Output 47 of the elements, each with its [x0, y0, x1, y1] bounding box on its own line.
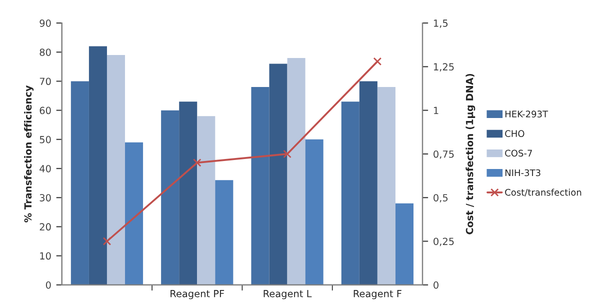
- y2-tick-label: 1,5: [434, 20, 448, 28]
- y-tick-label: 90: [40, 20, 51, 27]
- bar: [287, 58, 306, 285]
- y2-tick-label: 1,25: [434, 63, 454, 72]
- point: [283, 150, 292, 158]
- bar: [88, 46, 107, 285]
- y-tick-label: 50: [40, 136, 51, 144]
- y-tick-label: 60: [40, 106, 51, 114]
- y2-tick-label: 1: [434, 106, 438, 114]
- bar: [125, 142, 144, 285]
- y-tick-label: 10: [40, 252, 51, 260]
- x-tick-label: Reagent PF: [170, 290, 224, 300]
- y-tick-label: 0: [46, 281, 51, 289]
- bar: [395, 203, 414, 285]
- bar: [179, 102, 198, 285]
- x-tick-label: Reagent F: [354, 290, 402, 300]
- y2-tick-label: 0,5: [434, 194, 448, 202]
- legend-label: CHO: [505, 130, 524, 138]
- y-axis-title: % Transfection efficiency: [24, 85, 34, 222]
- x-tick-label: Reagent L: [264, 290, 312, 300]
- bar: [70, 81, 89, 285]
- point: [192, 158, 202, 167]
- bar: [341, 102, 360, 285]
- y-tick-label: 30: [40, 194, 51, 202]
- y2-tick-label: 0: [434, 281, 438, 289]
- bar: [197, 116, 216, 285]
- bar: [251, 87, 270, 285]
- legend-label: HEK-293T: [505, 110, 548, 118]
- bar: [106, 55, 126, 285]
- bar: [377, 87, 396, 285]
- point: [373, 57, 382, 66]
- bar: [215, 180, 234, 285]
- legend-label: NIH-3T3: [505, 169, 540, 176]
- y-tick-label: 20: [40, 223, 51, 231]
- y-tick-label: 80: [40, 48, 51, 56]
- bar: [305, 139, 324, 285]
- point: [102, 237, 112, 246]
- y2-axis-title: Cost / transfection (1µg DNA): [466, 74, 476, 234]
- y2-tick-label: 0,75: [434, 150, 454, 159]
- bar: [359, 81, 378, 285]
- legend-label: COS-7: [505, 150, 532, 157]
- bar: [161, 110, 180, 285]
- legend-label: Cost/transfection: [505, 188, 582, 196]
- y-tick-label: 40: [40, 164, 51, 172]
- y2-tick-label: 0,25: [434, 238, 454, 246]
- y-tick-label: 70: [40, 78, 51, 86]
- bar: [269, 64, 288, 285]
